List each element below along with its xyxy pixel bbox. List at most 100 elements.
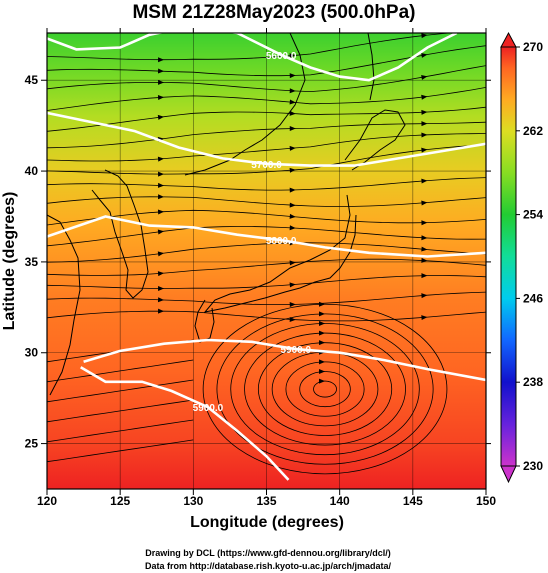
- coastline: [47, 33, 406, 396]
- streamline-arrow: [158, 286, 165, 292]
- russia-coast: [184, 33, 306, 176]
- streamline-arrow: [421, 74, 428, 80]
- streamline: [47, 121, 486, 149]
- streamline: [47, 439, 194, 463]
- x-axis: 120 125 130 135 140 145 150: [37, 28, 496, 508]
- streamline-arrow: [421, 293, 428, 299]
- y-tick-label: 25: [25, 437, 39, 451]
- sakhalin-coast: [367, 33, 375, 101]
- streamline: [47, 226, 486, 247]
- streamline-arrow: [157, 95, 165, 101]
- streamline-arrow: [289, 213, 296, 219]
- streamline-arrow: [421, 33, 428, 39]
- streamline-arrow: [157, 297, 165, 303]
- x-tick-label: 145: [403, 494, 423, 508]
- streamline: [47, 379, 194, 403]
- colorbar-tick-label: 262: [523, 124, 543, 138]
- x-tick-label: 130: [183, 494, 203, 508]
- streamline-arrow: [289, 145, 296, 151]
- x-tick-label: 120: [37, 494, 57, 508]
- streamline-arrow: [319, 320, 326, 326]
- hokkaido-coast: [344, 109, 406, 171]
- height-contour: [47, 33, 458, 82]
- streamline: [47, 133, 486, 162]
- streamline: [47, 242, 486, 263]
- x-tick-label: 150: [476, 494, 496, 508]
- anticyclone-streamline: [202, 303, 448, 475]
- height-contours: 5600.0 5700.0 5800.0 5900.0 5900.0: [47, 33, 486, 481]
- streamline: [47, 65, 486, 93]
- honshu-coast: [203, 194, 357, 313]
- y-tick-label: 30: [25, 346, 39, 360]
- streamline-arrow: [289, 110, 296, 116]
- streamline-arrow: [289, 202, 296, 208]
- streamline: [47, 419, 194, 443]
- streamline-arrow: [158, 79, 165, 85]
- grid-lines: [47, 33, 486, 489]
- streamline-arrow: [157, 209, 165, 215]
- streamline-arrow: [421, 200, 428, 206]
- y-tick-label: 45: [25, 73, 39, 87]
- colorbar-ticks: 230 238 246 254 262 270: [516, 40, 543, 473]
- streamline-arrow: [421, 178, 428, 184]
- colorbar-tick-label: 254: [523, 208, 543, 222]
- streamline-arrow: [289, 88, 296, 94]
- anticyclone-streamline: [216, 313, 434, 465]
- streamline-arrow: [289, 99, 296, 105]
- plot-area: 5600.0 5700.0 5800.0 5900.0 5900.0: [47, 33, 486, 489]
- streamline-arrow: [319, 368, 326, 374]
- y-tick-label: 40: [25, 164, 39, 178]
- streamline-arrow: [319, 340, 326, 346]
- streamline-arrow: [289, 73, 296, 79]
- x-axis-label: Longitude (degrees): [190, 514, 344, 531]
- colorbar-max-arrow: [500, 31, 517, 48]
- colorbar-tick-label: 230: [523, 459, 543, 473]
- streamline-arrow: [421, 220, 428, 226]
- streamline: [47, 359, 194, 383]
- streamline-arrow: [421, 94, 428, 100]
- streamline-arrow: [158, 194, 165, 200]
- streamline: [47, 275, 486, 289]
- streamline: [47, 33, 454, 61]
- colorbar-tick-label: 246: [523, 291, 543, 305]
- streamline-arrow: [421, 121, 428, 127]
- x-tick-label: 135: [256, 494, 276, 508]
- streamline: [47, 209, 486, 226]
- streamline-arrow: [157, 114, 165, 120]
- streamline: [47, 399, 194, 423]
- china-coast: [47, 214, 81, 396]
- streamline-arrow: [319, 301, 326, 307]
- chart-title: MSM 21Z28May2023 (500.0hPa): [132, 2, 415, 23]
- streamline-arrow: [158, 308, 165, 314]
- streamline-arrow: [421, 273, 428, 279]
- streamline-arrow: [289, 225, 296, 231]
- height-contour: [47, 111, 486, 167]
- streamline-arrow: [157, 229, 165, 235]
- streamline-arrow: [289, 302, 296, 308]
- colorbar-min-arrow: [500, 465, 517, 484]
- korea-coast: [91, 169, 149, 299]
- y-axis-label: Latitude (degrees): [1, 192, 18, 331]
- x-tick-label: 140: [330, 494, 350, 508]
- streamline-arrow: [289, 316, 296, 322]
- credit-line-1: Drawing by DCL (https://www.gfd-dennou.o…: [145, 548, 391, 558]
- anticyclone-streamline: [299, 371, 351, 408]
- streamline-arrow: [421, 315, 428, 321]
- height-contour: [83, 338, 486, 382]
- contour-label: 5600.0: [266, 51, 297, 62]
- streamline-arrow: [319, 378, 326, 384]
- streamline: [47, 310, 486, 322]
- streamline: [47, 196, 486, 207]
- credit-line-2: Data from http://database.rish.kyoto-u.a…: [145, 561, 392, 571]
- contour-label: 5700.0: [251, 160, 282, 171]
- colorbar: 230 238 246 254 262 270: [500, 31, 543, 484]
- streamline-arrow: [157, 182, 165, 188]
- y-axis: 25 30 35 40 45: [25, 73, 491, 451]
- streamline: [47, 87, 486, 111]
- colorbar-tick-label: 238: [523, 375, 543, 389]
- x-tick-label: 125: [110, 494, 130, 508]
- contour-label: 5800.0: [266, 236, 297, 247]
- y-tick-label: 35: [25, 255, 39, 269]
- streamline-arrow: [157, 271, 165, 277]
